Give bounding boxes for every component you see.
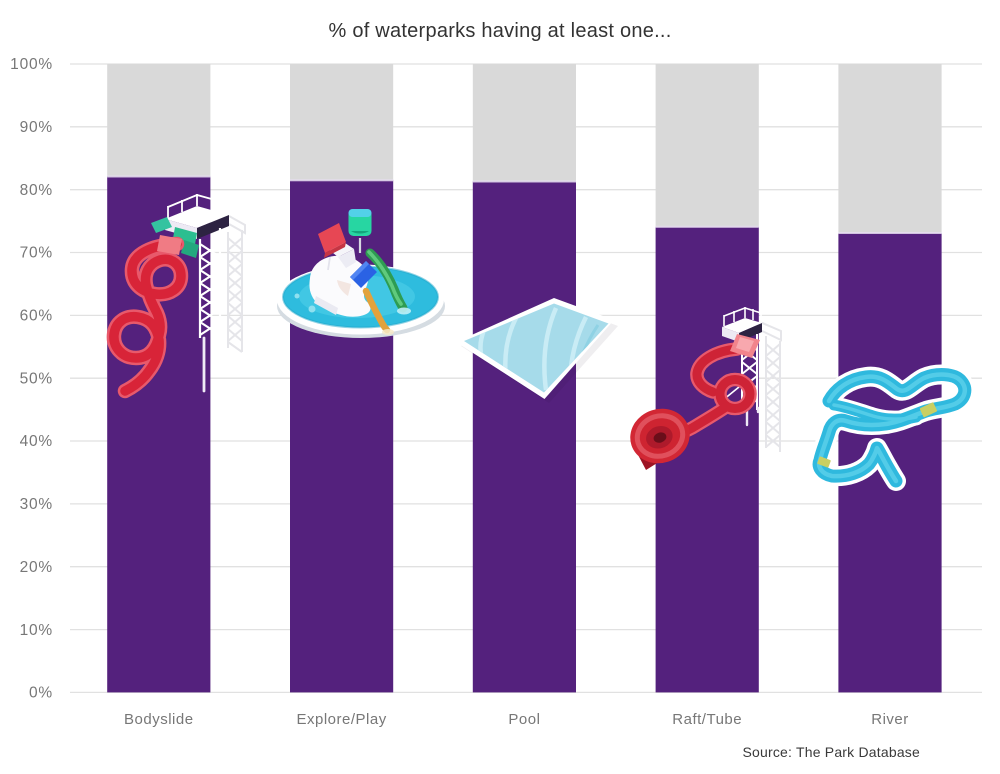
svg-text:0%: 0% <box>29 685 53 702</box>
svg-text:60%: 60% <box>20 308 53 325</box>
svg-text:River: River <box>871 711 909 728</box>
svg-text:100%: 100% <box>10 56 53 73</box>
svg-text:70%: 70% <box>20 245 53 262</box>
svg-text:Bodyslide: Bodyslide <box>124 711 194 728</box>
svg-text:Explore/Play: Explore/Play <box>296 711 386 728</box>
svg-text:Source: The Park Database: Source: The Park Database <box>742 744 920 760</box>
svg-text:Pool: Pool <box>508 711 540 728</box>
svg-text:30%: 30% <box>20 496 53 513</box>
svg-text:20%: 20% <box>20 559 53 576</box>
svg-text:40%: 40% <box>20 433 53 450</box>
svg-text:50%: 50% <box>20 370 53 387</box>
svg-text:10%: 10% <box>20 622 53 639</box>
svg-text:90%: 90% <box>20 119 53 136</box>
svg-text:% of waterparks having at leas: % of waterparks having at least one... <box>328 20 671 42</box>
svg-text:80%: 80% <box>20 182 53 199</box>
svg-text:Raft/Tube: Raft/Tube <box>672 711 742 728</box>
